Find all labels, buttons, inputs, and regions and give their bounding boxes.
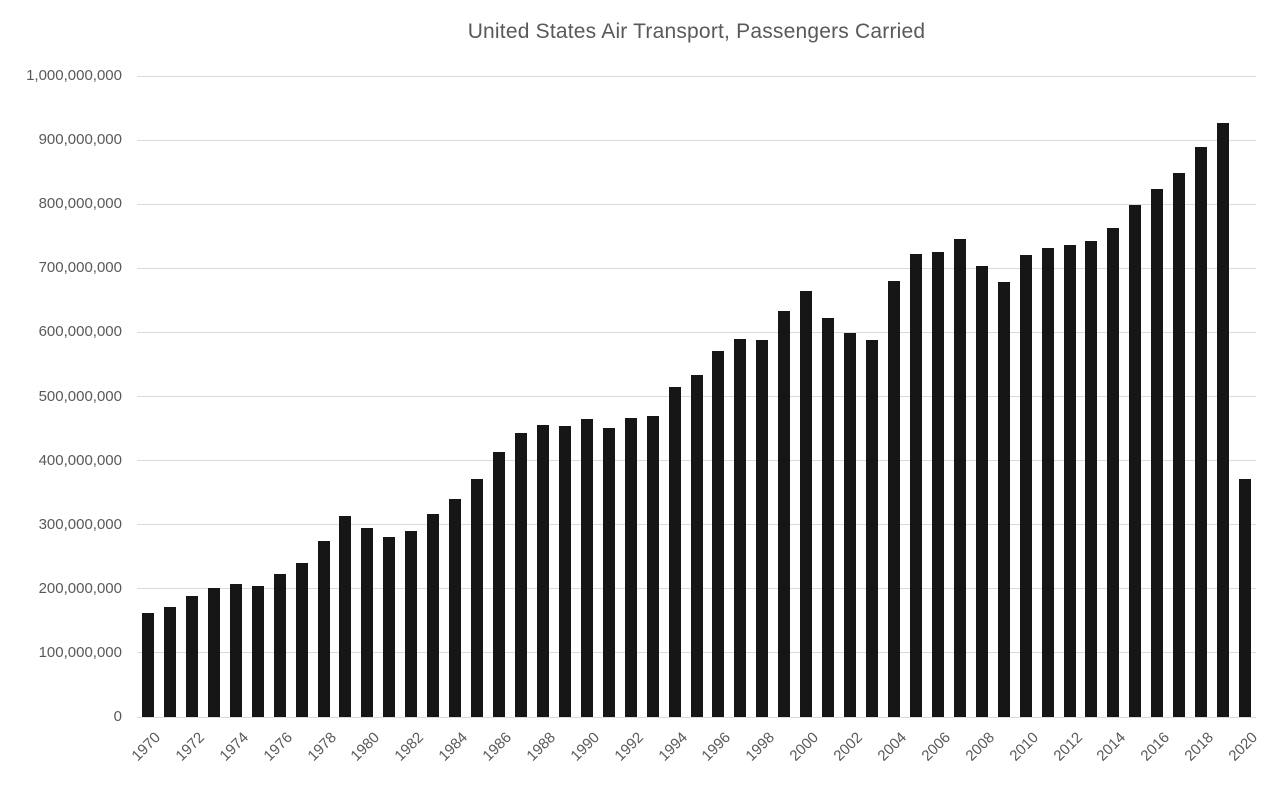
bar-1985	[471, 478, 484, 717]
x-axis-tick-label: 1976	[260, 729, 296, 765]
x-axis-tick-label: 2008	[962, 729, 998, 765]
bar-1995	[690, 375, 703, 717]
x-axis-tick-label: 1988	[523, 729, 559, 765]
bar-2012	[1063, 244, 1076, 717]
bar-2009	[997, 281, 1010, 717]
bar-1987	[514, 433, 527, 717]
x-axis-tick-label: 1986	[479, 729, 516, 765]
bar-1970	[141, 612, 154, 717]
bar-1980	[361, 527, 374, 717]
x-axis-tick-label: 2018	[1181, 729, 1218, 765]
x-axis-tick-label: 1982	[391, 729, 428, 765]
x-axis-tick-label: 2004	[874, 729, 910, 765]
bar-2020	[1239, 479, 1252, 717]
y-axis-tick-label: 900,000,000	[38, 131, 122, 149]
x-axis-tick-label: 2000	[786, 729, 823, 765]
bar-1998	[756, 340, 769, 717]
x-axis-tick-label: 1984	[435, 729, 472, 765]
gridline	[137, 267, 1256, 269]
bar-1999	[778, 310, 791, 717]
chart-title: United States Air Transport, Passengers …	[467, 20, 926, 43]
bar-2015	[1129, 205, 1142, 717]
bar-1989	[558, 425, 571, 717]
y-axis-tick-label: 700,000,000	[38, 259, 122, 277]
bar-2018	[1195, 147, 1208, 717]
gridline	[137, 139, 1256, 141]
bar-1991	[602, 427, 615, 717]
gridline	[137, 75, 1256, 77]
bar-1981	[383, 536, 396, 717]
bar-1978	[317, 541, 330, 717]
y-axis-tick-label: 500,000,000	[38, 387, 122, 405]
y-axis-tick-label: 600,000,000	[38, 323, 122, 341]
x-axis-tick-label: 2016	[1137, 729, 1174, 765]
x-axis-tick-label: 2014	[1093, 729, 1130, 765]
bar-2017	[1173, 172, 1186, 717]
x-axis-tick-label: 1974	[216, 729, 252, 765]
bar-2004	[887, 281, 900, 717]
bar-1997	[734, 338, 747, 717]
bar-2011	[1041, 248, 1054, 717]
bar-1972	[185, 595, 198, 717]
y-axis-tick-label: 300,000,000	[38, 515, 122, 533]
y-axis-tick-label: 1,000,000,000	[26, 67, 122, 84]
bar-1993	[646, 415, 659, 717]
bar-2002	[844, 333, 857, 717]
bar-1977	[295, 563, 308, 717]
bar-2007	[953, 239, 966, 717]
bar-1971	[163, 606, 176, 717]
x-axis-tick-label: 2010	[1006, 729, 1042, 765]
gridline	[137, 203, 1256, 205]
y-axis-tick-label: 0	[113, 708, 122, 725]
bar-2008	[975, 266, 988, 717]
bar-1992	[624, 417, 637, 717]
gridline	[137, 716, 1256, 718]
x-axis-tick-label: 2020	[1225, 729, 1262, 765]
y-axis-tick-label: 200,000,000	[38, 579, 122, 597]
bar-1982	[405, 531, 418, 717]
x-axis-tick-label: 2006	[918, 729, 954, 765]
bar-2005	[909, 254, 922, 717]
x-axis-tick-label: 2002	[830, 729, 867, 765]
x-axis-tick-label: 1972	[172, 729, 208, 765]
bar-1976	[273, 574, 286, 717]
bar-1974	[229, 584, 242, 717]
bar-2013	[1085, 240, 1098, 717]
x-axis-tick-label: 1992	[611, 729, 647, 765]
y-axis-tick-label: 800,000,000	[38, 195, 122, 213]
y-axis-tick-label: 400,000,000	[38, 451, 122, 469]
bar-2003	[866, 340, 879, 717]
bar-2019	[1217, 122, 1230, 717]
x-axis-tick-label: 2012	[1049, 729, 1086, 765]
x-axis-tick-label: 1978	[303, 729, 340, 765]
bar-2006	[931, 252, 944, 717]
gridline	[137, 331, 1256, 333]
bar-1988	[536, 424, 549, 717]
x-axis-tick-label: 1998	[742, 729, 779, 765]
bar-1990	[580, 418, 593, 717]
bar-2001	[822, 317, 835, 717]
bar-1973	[207, 588, 220, 717]
bar-1986	[493, 451, 506, 717]
bar-1996	[712, 350, 725, 717]
x-axis-tick-label: 1980	[347, 729, 384, 765]
bar-1979	[339, 515, 352, 717]
x-axis-tick-label: 1970	[128, 729, 164, 765]
bar-1984	[449, 499, 462, 717]
bar-2010	[1019, 254, 1032, 717]
bar-2000	[800, 290, 813, 717]
x-axis-tick-label: 1996	[698, 729, 735, 765]
y-axis-tick-label: 100,000,000	[38, 643, 122, 661]
bar-1983	[427, 514, 440, 717]
bar-1994	[668, 386, 681, 717]
x-axis-tick-label: 1994	[654, 729, 691, 765]
x-axis-tick-label: 1990	[567, 729, 603, 765]
bar-1975	[251, 586, 264, 717]
bar-2014	[1107, 227, 1120, 717]
bar-2016	[1151, 189, 1164, 717]
